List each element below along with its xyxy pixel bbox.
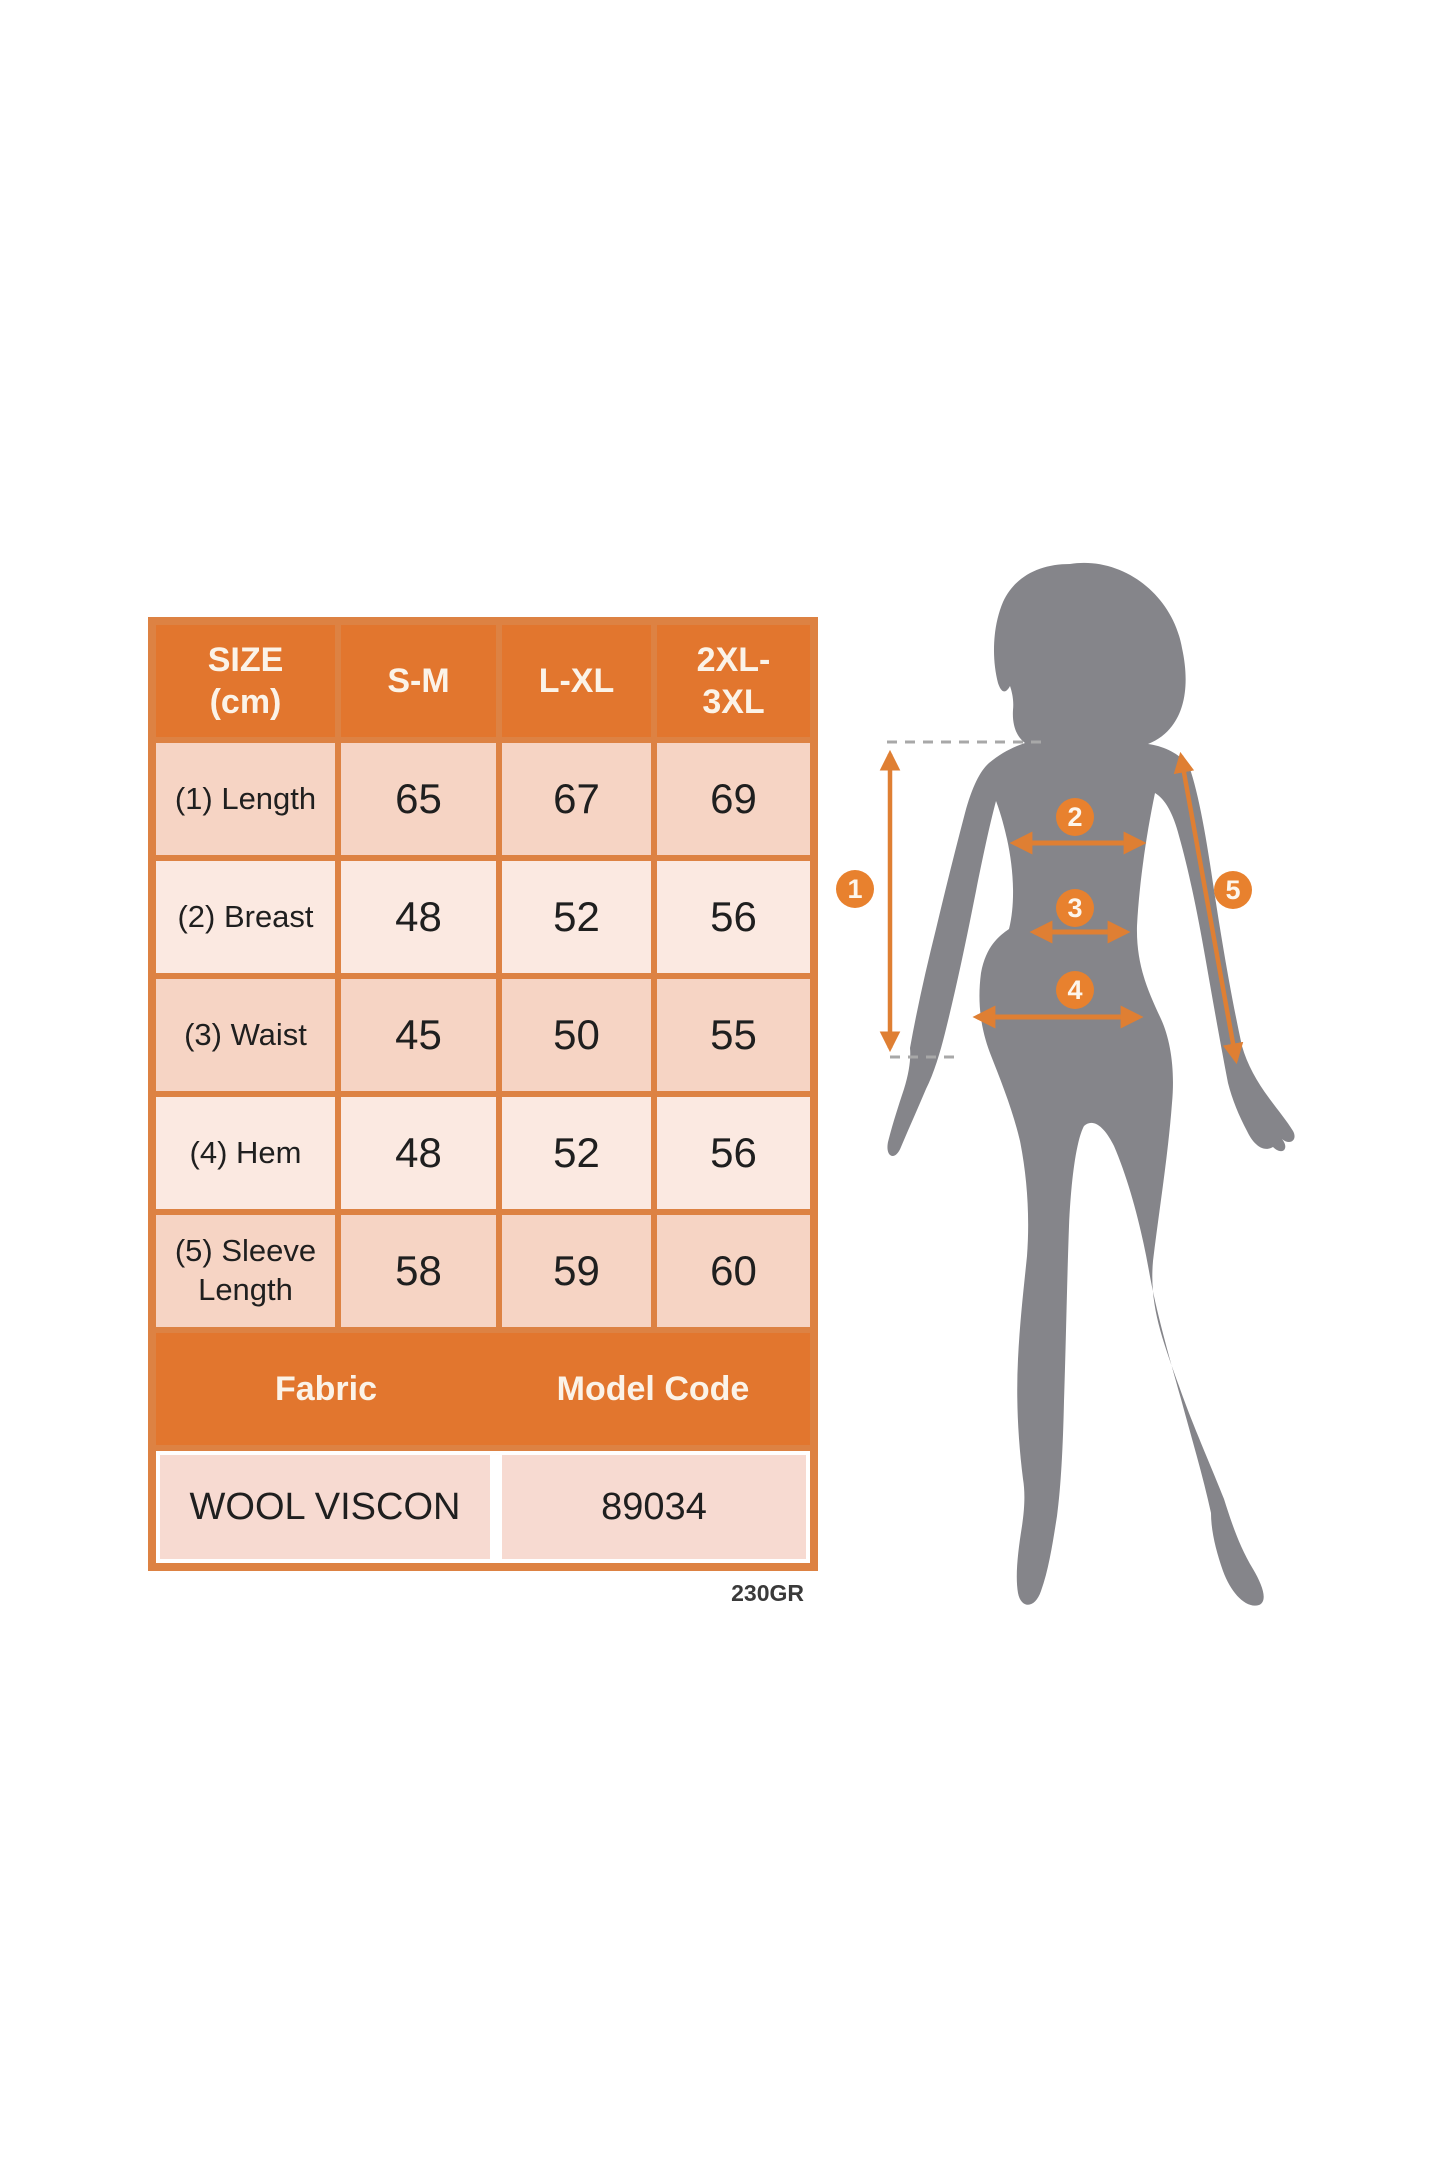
header-cell-lxl: L-XL	[502, 625, 651, 737]
measure-marker-3: 3	[1056, 889, 1094, 927]
model-code-header-label: Model Code	[556, 1369, 750, 1408]
value-waist-2xl3xl: 55	[657, 979, 810, 1091]
header-cell-sm: S-M	[341, 625, 496, 737]
row-label-hem: (4) Hem	[156, 1097, 335, 1209]
measure-marker-2: 2	[1056, 798, 1094, 836]
value-length-lxl: 67	[502, 743, 651, 855]
size-table: SIZE (cm) S-M L-XL 2XL- 3XL (1) Length 6…	[148, 617, 818, 1571]
value-hem-2xl3xl: 56	[657, 1097, 810, 1209]
value-length-sm: 65	[341, 743, 496, 855]
row-label-length: (1) Length	[156, 743, 335, 855]
value-sleeve-lxl: 59	[502, 1215, 651, 1327]
measure-marker-5: 5	[1214, 871, 1252, 909]
body-measurement-diagram	[879, 562, 1295, 1606]
row-label-waist: (3) Waist	[156, 979, 335, 1091]
value-breast-2xl3xl: 56	[657, 861, 810, 973]
fabric-value-cell: WOOL VISCON	[160, 1455, 490, 1559]
row-label-sleeve-length: (5) Sleeve Length	[156, 1215, 335, 1327]
value-hem-lxl: 52	[502, 1097, 651, 1209]
measure-marker-4: 4	[1056, 971, 1094, 1009]
value-breast-lxl: 52	[502, 861, 651, 973]
weight-note: 230GR	[731, 1580, 804, 1606]
fabric-header-label: Fabric	[274, 1369, 378, 1408]
sleeve-arrow	[1173, 751, 1244, 1065]
value-sleeve-sm: 58	[341, 1215, 496, 1327]
value-waist-sm: 45	[341, 979, 496, 1091]
table-footer-header-band: Fabric Model Code	[156, 1333, 810, 1445]
value-length-2xl3xl: 69	[657, 743, 810, 855]
value-hem-sm: 48	[341, 1097, 496, 1209]
model-code-value-cell: 89034	[502, 1455, 806, 1559]
female-silhouette	[887, 562, 1295, 1606]
row-label-breast: (2) Breast	[156, 861, 335, 973]
value-sleeve-2xl3xl: 60	[657, 1215, 810, 1327]
table-footer-value-row: WOOL VISCON 89034	[156, 1451, 810, 1563]
measure-marker-1: 1	[836, 870, 874, 908]
value-breast-sm: 48	[341, 861, 496, 973]
header-cell-size: SIZE (cm)	[156, 625, 335, 737]
value-waist-lxl: 50	[502, 979, 651, 1091]
header-cell-2xl3xl: 2XL- 3XL	[657, 625, 810, 737]
